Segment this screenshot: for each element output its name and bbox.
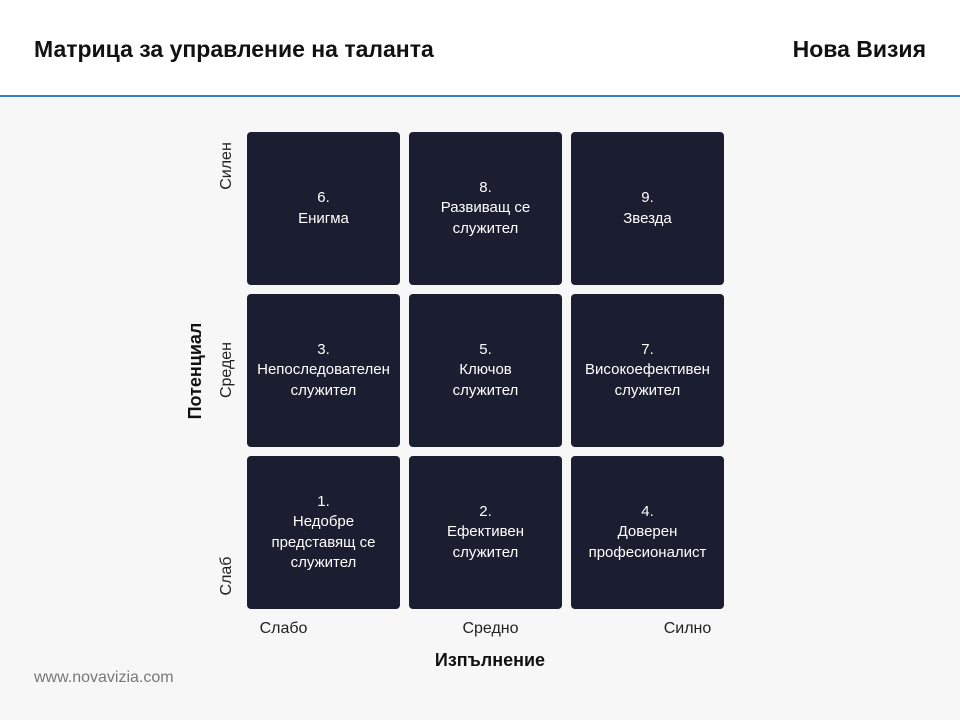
x-axis-title: Изпълнение	[434, 650, 546, 670]
matrix-cell-7: 7. Високоефективен служител	[571, 294, 724, 447]
matrix-cell-2: 2. Ефективен служител	[409, 456, 562, 609]
col-label-strong: Силно	[663, 620, 712, 637]
cell-label-line: Енигма	[298, 209, 349, 227]
cell-label-line: служител	[452, 381, 519, 399]
cell-label-line: Непоследователен	[257, 361, 390, 379]
cell-label-line: Недобре	[292, 513, 355, 530]
cell-number: 4.	[641, 502, 654, 520]
cell-label-line: Развиващ се	[440, 199, 531, 217]
y-axis-title: Потенциал	[185, 322, 205, 420]
cell-number: 8.	[479, 178, 492, 196]
cell-label-line: Звезда	[623, 209, 672, 227]
cell-number: 5.	[479, 340, 492, 358]
matrix-cell-8: 8. Развиващ се служител	[409, 132, 562, 285]
matrix-cell-1: 1. Недобре представящ се служител	[247, 456, 400, 609]
col-label-medium: Средно	[462, 620, 519, 637]
row-label-strong: Силен	[218, 142, 235, 190]
matrix-cell-6: 6. Енигма	[247, 132, 400, 285]
cell-number: 2.	[479, 502, 492, 520]
header-bar: Матрица за управление на таланта Нова Ви…	[0, 0, 960, 97]
row-label-weak: Слаб	[218, 556, 235, 596]
cell-label-line: служител	[452, 219, 519, 237]
matrix-cell-3: 3. Непоследователен служител	[247, 294, 400, 447]
matrix-cell-9: 9. Звезда	[571, 132, 724, 285]
cell-number: 3.	[317, 340, 330, 358]
website-link[interactable]: www.novavizia.com	[34, 669, 174, 686]
brand-name: Нова Визия	[792, 36, 926, 62]
cell-number: 1.	[317, 492, 330, 510]
cell-label-line: професионалист	[588, 543, 707, 561]
cell-label-line: Доверен	[617, 523, 678, 541]
cell-label-line: служител	[290, 554, 357, 571]
cell-number: 7.	[641, 340, 654, 358]
col-label-weak: Слабо	[259, 620, 308, 637]
page-title: Матрица за управление на таланта	[34, 36, 434, 62]
cell-label-line: Ефективен	[446, 523, 525, 541]
row-label-medium: Среден	[218, 341, 235, 399]
cell-label-line: служител	[614, 381, 681, 399]
cell-label-line: Високоефективен	[585, 361, 710, 379]
cell-number: 6.	[317, 189, 330, 206]
cell-label-line: представящ се	[271, 533, 376, 551]
matrix-cell-4: 4. Доверен професионалист	[571, 456, 724, 609]
cell-label-line: служител	[290, 381, 357, 399]
matrix-cell-5: 5. Ключов служител	[409, 294, 562, 447]
cell-number: 9.	[641, 189, 654, 206]
cell-label-line: Ключов	[459, 361, 512, 379]
cell-label-line: служител	[452, 543, 519, 561]
